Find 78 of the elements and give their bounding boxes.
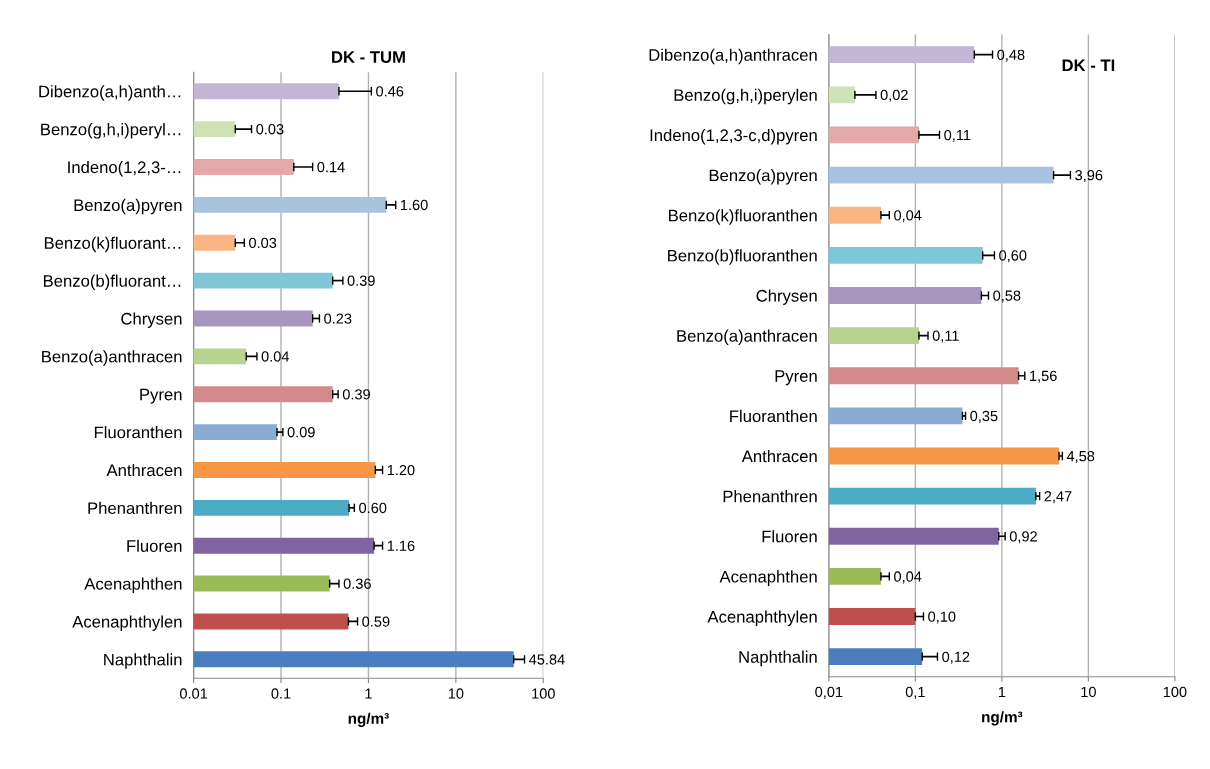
y-tick-label: Fluoranthen — [94, 426, 182, 439]
x-tick-label: 0.1 — [271, 688, 291, 699]
data-label: 1,56 — [1030, 370, 1057, 383]
x-tick-label: 100 — [1163, 686, 1187, 698]
y-tick-label: Pyren — [775, 370, 817, 386]
data-label: 1.16 — [387, 540, 415, 552]
y-tick-label: Naphthalin — [739, 650, 817, 667]
data-label: 0.04 — [261, 351, 290, 362]
x-tick-label: 1 — [998, 686, 1006, 698]
data-label: 0,92 — [1009, 531, 1037, 544]
data-label: 0.59 — [362, 616, 390, 627]
data-label: 0,04 — [894, 210, 922, 223]
data-label: 2,47 — [1044, 491, 1072, 504]
y-tick-label: Benzo(a)pyren — [74, 198, 182, 215]
chart-title: DK - TUM — [332, 51, 405, 63]
y-tick-label: Anthracen — [741, 449, 817, 463]
data-label: 1.20 — [387, 464, 415, 476]
y-tick-label: Acenaphthen — [84, 577, 182, 594]
y-tick-label: Indeno(1,2,3-c,d)pyren — [650, 128, 817, 145]
y-tick-label: Chrysen — [121, 312, 182, 328]
data-label: 0.60 — [359, 502, 387, 514]
data-label: 3,96 — [1075, 170, 1103, 183]
data-label: 0,04 — [894, 571, 922, 584]
y-tick-label: Benzo(b)fluoranthen — [668, 249, 817, 265]
y-tick-label: Phenanthren — [723, 490, 817, 503]
data-label: 0,02 — [880, 89, 908, 102]
data-label: 45.84 — [529, 654, 565, 665]
x-tick-label: 10 — [448, 688, 464, 699]
y-tick-label: Acenaphthen — [719, 570, 817, 586]
x-tick-label: 0.01 — [179, 688, 208, 699]
y-tick-label: Phenanthren — [88, 501, 182, 515]
x-tick-label: 1 — [365, 688, 372, 699]
y-tick-label: Dibenzo(a,h)anthracen — [649, 48, 817, 65]
text: DK - TI — [1062, 59, 1115, 72]
data-label: 1.60 — [400, 199, 428, 211]
x-tick-label: 100 — [532, 688, 555, 699]
data-label: 0,48 — [997, 49, 1025, 62]
data-label: 0,11 — [944, 129, 971, 142]
y-tick-label: Fluoren — [762, 530, 817, 543]
y-tick-label: Benzo(a)anthracen — [42, 350, 182, 366]
y-tick-label: Naphthalin — [104, 653, 182, 669]
data-label: 0,12 — [942, 651, 970, 664]
data-label: 0,58 — [993, 290, 1021, 303]
y-tick-label: Benzo(g,h,i)perylen — [674, 88, 817, 105]
data-label: 0.46 — [376, 86, 404, 97]
x-axis-title: ng/m³ — [982, 711, 1023, 726]
y-tick-label: Benzo(b)fluorant… — [43, 274, 181, 291]
y-tick-label: Acenaphthylen — [72, 615, 182, 631]
data-label: 0.14 — [317, 161, 345, 173]
data-label: 0.09 — [287, 427, 315, 438]
y-tick-label: Pyren — [140, 388, 182, 404]
data-label: 0.03 — [256, 124, 284, 135]
x-tick-label: 0,01 — [815, 686, 843, 699]
x-tick-label: 10 — [1081, 686, 1096, 698]
y-tick-label: Benzo(k)fluorant… — [44, 236, 181, 253]
data-label: 0.23 — [324, 313, 352, 324]
y-tick-label: Benzo(a)anthracen — [677, 329, 817, 346]
data-label: 0.39 — [347, 275, 375, 286]
y-tick-label: Benzo(a)pyren — [709, 169, 817, 185]
y-tick-label: Fluoren — [127, 539, 182, 552]
y-tick-label: Dibenzo(a,h)anth… — [39, 85, 181, 101]
x-tick-label: 0,1 — [905, 686, 925, 699]
y-tick-label: Chrysen — [756, 289, 817, 305]
data-label: 0,60 — [999, 250, 1027, 263]
data-label: 0,35 — [970, 410, 998, 423]
y-tick-label: Benzo(k)fluoranthen — [669, 209, 817, 225]
y-tick-label: Anthracen — [106, 463, 182, 477]
data-label: 0.36 — [343, 578, 371, 589]
data-label: 0.39 — [342, 389, 370, 400]
y-tick-label: Indeno(1,2,3-… — [68, 160, 181, 177]
data-label: 4,58 — [1066, 450, 1095, 464]
data-label: 0,11 — [932, 330, 959, 343]
data-label: 0,10 — [928, 611, 956, 624]
y-tick-label: Fluoranthen — [730, 409, 817, 423]
data-label: 0.03 — [249, 237, 277, 249]
x-axis-title: ng/m³ — [348, 712, 389, 727]
y-tick-label: Acenaphthylen — [707, 610, 817, 627]
y-tick-label: Benzo(g,h,i)peryl… — [41, 123, 181, 139]
